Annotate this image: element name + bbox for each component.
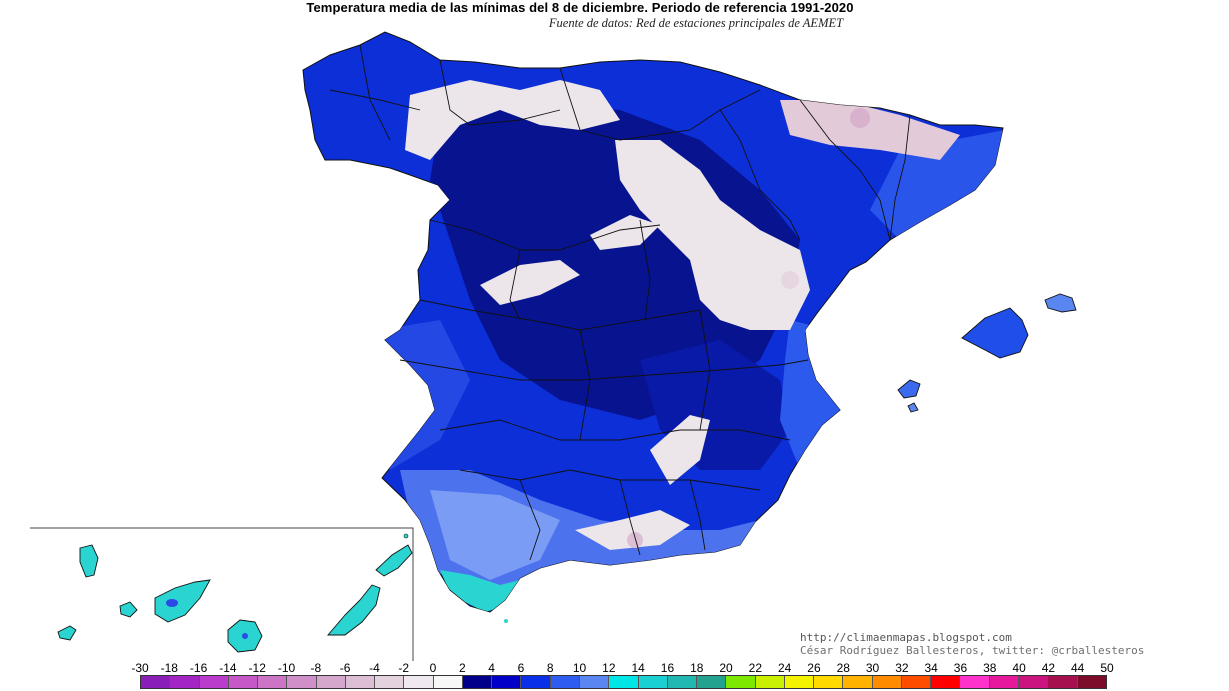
legend-tick-label: 24 (777, 661, 792, 675)
credit-url: http://climaenmapas.blogspot.com (800, 631, 1012, 644)
legend-tick-label: 22 (748, 661, 763, 675)
region-borders (329, 44, 911, 561)
legend-tick-label: 28 (836, 661, 850, 675)
legend-swatch (521, 676, 551, 688)
legend-tick-label: -30 (131, 661, 149, 675)
balearic-islands (897, 293, 1077, 413)
legend-tick-label: 32 (895, 661, 909, 675)
legend-swatch (901, 676, 932, 688)
legend-swatch (287, 676, 317, 688)
legend-tick-label: 14 (631, 661, 645, 675)
legend-swatch (316, 676, 346, 688)
legend-tick-label: 8 (546, 661, 554, 675)
legend-tick-label: 30 (865, 661, 880, 675)
legend-tick-label: 16 (660, 661, 675, 675)
legend-tick-label: 26 (807, 661, 821, 675)
legend-tick-label: 36 (953, 661, 968, 675)
legend-labels: -30 -18 -16 -14 -12 -10 -8 -6 -4 -2 0 2 4 6 8 10 12 14 16 1… (0, 661, 1229, 675)
canary-islands-inset (30, 527, 414, 661)
legend-tick-label: -18 (160, 661, 178, 675)
legend-tick-label: -14 (219, 661, 237, 675)
menorca (1044, 293, 1077, 313)
pale-blue-guadalquivir (430, 490, 560, 580)
legend-tick-label: 34 (924, 661, 938, 675)
legend-tick-label: 12 (602, 661, 616, 675)
cyan-coast-cadiz (440, 570, 520, 612)
color-legend-bar (140, 675, 1107, 689)
snow-guadarrama (590, 215, 660, 250)
legend-tick-label: -6 (339, 661, 351, 675)
legend-tick-label: 2 (458, 661, 466, 675)
legend-swatch (609, 676, 639, 688)
legend-tick-label: -2 (398, 661, 410, 675)
fuerteventura (327, 584, 381, 636)
legend-swatch (931, 676, 961, 688)
legend-swatch (170, 676, 200, 688)
legend-swatch (872, 676, 902, 688)
legend-tick-label: 4 (488, 661, 495, 675)
snow-iberian-system (615, 140, 810, 330)
legend-tick-label: 6 (517, 661, 525, 675)
legend-swatch (462, 676, 493, 688)
la-palma (79, 544, 99, 578)
legend-swatch (697, 676, 727, 688)
legend-tick-label: 40 (1012, 661, 1026, 675)
legend-swatch (638, 676, 668, 688)
snow-cazorla (650, 415, 710, 485)
legend-swatch (345, 676, 376, 688)
legend-tick-label: 18 (690, 661, 704, 675)
el-hierro (57, 625, 77, 641)
iberian-peninsula (302, 31, 1004, 613)
legend-swatch (141, 676, 171, 688)
legend-tick-label: -12 (248, 661, 266, 675)
tenerife (154, 579, 211, 623)
legend-tick-label: -4 (369, 661, 380, 675)
map-title: Temperatura media de las mínimas del 8 d… (306, 0, 854, 15)
legend-swatch (199, 676, 229, 688)
legend-swatch (755, 676, 785, 688)
legend-tick-label: 50 (1100, 661, 1114, 675)
temperature-map (30, 31, 1077, 661)
lanzarote (375, 544, 413, 577)
legend-swatch (784, 676, 815, 688)
legend-tick-label: 0 (429, 661, 437, 675)
legend-swatch (843, 676, 873, 688)
credit-author: César Rodríguez Ballesteros, twitter: @c… (800, 644, 1145, 657)
legend-swatch (1048, 676, 1078, 688)
legend-tick-label: 44 (1071, 661, 1085, 675)
light-blue-catalonia (870, 130, 1003, 240)
legend-tick-label: 42 (1041, 661, 1056, 675)
legend-swatch (550, 676, 580, 688)
snow-pyrenees (780, 100, 960, 160)
legend-swatch (404, 676, 434, 688)
legend-tick-label: 38 (983, 661, 997, 675)
legend-swatch (814, 676, 844, 688)
legend-tick-label: 10 (572, 661, 587, 675)
legend-swatch (726, 676, 756, 688)
legend-swatch (375, 676, 405, 688)
deep-blue-zone (430, 100, 800, 420)
map-subtitle: Fuente de datos: Red de estaciones princ… (548, 16, 844, 30)
legend-tick-label: -16 (189, 661, 208, 675)
la-gomera (119, 601, 138, 618)
legend-swatch (960, 676, 990, 688)
legend-tick-label: -10 (277, 661, 296, 675)
snow-central-system (480, 260, 580, 305)
snow-cantabrian (405, 80, 620, 160)
legend-swatch (433, 676, 463, 688)
mallorca (961, 307, 1029, 359)
legend-tick-label: 20 (719, 661, 733, 675)
ibiza (897, 379, 921, 399)
legend-swatch (492, 676, 522, 688)
legend-swatch (228, 676, 259, 688)
formentera (907, 402, 919, 413)
legend-swatch (1018, 676, 1049, 688)
legend-swatch (1077, 676, 1106, 688)
legend-swatch (579, 676, 610, 688)
legend-swatch (667, 676, 698, 688)
legend-swatch (258, 676, 288, 688)
legend-tick-label: -8 (310, 661, 322, 675)
legend-swatch (989, 676, 1019, 688)
